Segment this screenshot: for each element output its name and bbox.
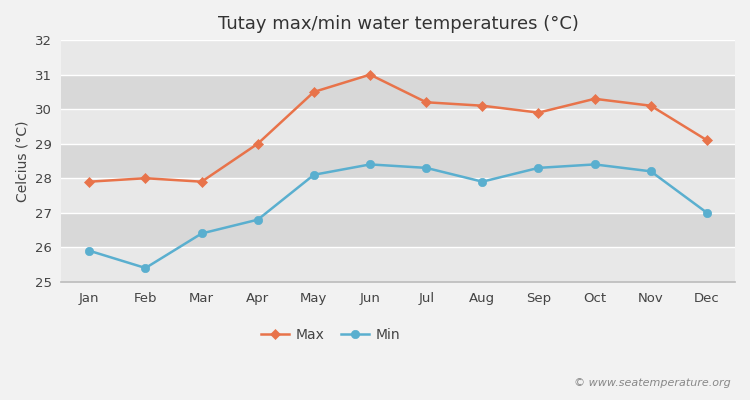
Y-axis label: Celcius (°C): Celcius (°C)	[15, 120, 29, 202]
Max	[365, 72, 374, 77]
Legend: Max, Min: Max, Min	[256, 323, 406, 348]
Text: © www.seatemperature.org: © www.seatemperature.org	[574, 378, 731, 388]
Min	[646, 169, 656, 174]
Min	[534, 166, 543, 170]
Bar	[62, 40, 735, 75]
Bar	[62, 144, 735, 178]
Min	[590, 162, 599, 167]
Bar	[62, 213, 735, 247]
Max	[141, 176, 150, 181]
Min	[254, 217, 262, 222]
Max	[646, 103, 656, 108]
Max	[197, 179, 206, 184]
Max	[254, 141, 262, 146]
Min	[703, 210, 712, 215]
Max	[310, 90, 319, 94]
Min	[422, 166, 430, 170]
Min	[85, 248, 94, 253]
Max	[534, 110, 543, 115]
Max	[85, 179, 94, 184]
Min	[310, 172, 319, 177]
Max	[703, 138, 712, 143]
Bar	[62, 75, 735, 109]
Bar	[62, 178, 735, 213]
Line: Max: Max	[86, 71, 711, 186]
Min	[197, 231, 206, 236]
Max	[422, 100, 430, 105]
Min	[478, 179, 487, 184]
Bar	[62, 109, 735, 144]
Line: Min: Min	[86, 160, 711, 272]
Title: Tutay max/min water temperatures (°C): Tutay max/min water temperatures (°C)	[217, 15, 578, 33]
Min	[141, 266, 150, 270]
Min	[365, 162, 374, 167]
Bar	[62, 247, 735, 282]
Max	[590, 96, 599, 101]
Max	[478, 103, 487, 108]
